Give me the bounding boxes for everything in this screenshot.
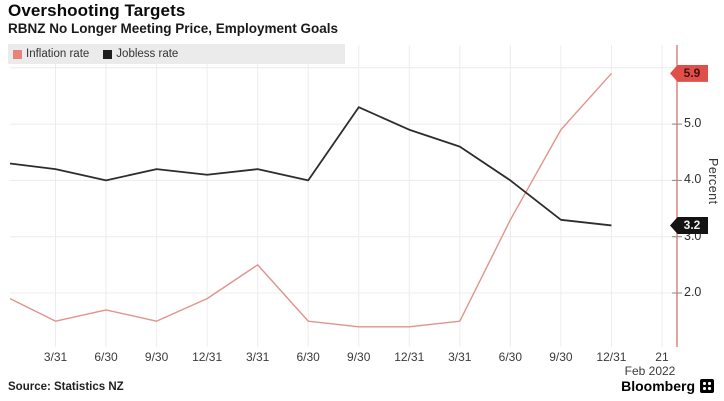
inflation-line	[9, 72, 612, 328]
jobless-line	[9, 106, 612, 227]
x-tick-label: 6/30	[94, 350, 118, 364]
x-tick-label: 9/30	[347, 350, 371, 364]
source-note: Source: Statistics NZ	[8, 381, 124, 393]
x-tick-label: 12/31	[596, 350, 627, 364]
chart-legend: Inflation rate Jobless rate	[8, 44, 345, 64]
chart-subtitle: RBNZ No Longer Meeting Price, Employment…	[8, 21, 339, 36]
x-tick-label: 9/30	[144, 350, 169, 364]
chart-title: Overshooting Targets	[8, 1, 186, 20]
inflation-swatch-icon	[13, 49, 22, 59]
y-tick-label: 4.0	[684, 172, 702, 187]
x-tick-label: 6/30	[498, 350, 523, 364]
inflation-last-value-badge: 5.9	[670, 64, 708, 82]
x-axis-sub-label: Feb 2022	[624, 364, 676, 378]
jobless-last-value-badge: 3.2	[670, 216, 708, 234]
legend-item-inflation: Inflation rate	[13, 48, 89, 60]
legend-item-jobless: Jobless rate	[103, 48, 178, 60]
y-tick-label: 5.0	[684, 116, 702, 131]
bloomberg-logo-icon	[700, 379, 714, 393]
x-tick-label: 3/31	[245, 350, 270, 364]
legend-label-inflation: Inflation rate	[26, 48, 90, 60]
jobless-swatch-icon	[103, 49, 113, 59]
x-tick-label: 9/30	[549, 350, 573, 364]
x-tick-label: 3/31	[448, 350, 472, 364]
legend-label-jobless: Jobless rate	[116, 48, 179, 60]
brand: Bloomberg	[621, 378, 714, 394]
bloomberg-wordmark: Bloomberg	[621, 378, 695, 394]
y-tick-label: 2.0	[684, 285, 702, 299]
x-tick-label: 12/31	[192, 350, 223, 364]
x-tick-label: 12/31	[394, 350, 425, 364]
x-tick-label: 6/30	[296, 350, 320, 364]
x-tick-label: 3/31	[43, 350, 68, 364]
x-tick-label: 21	[655, 350, 669, 364]
y-axis-title: Percent	[706, 158, 720, 205]
